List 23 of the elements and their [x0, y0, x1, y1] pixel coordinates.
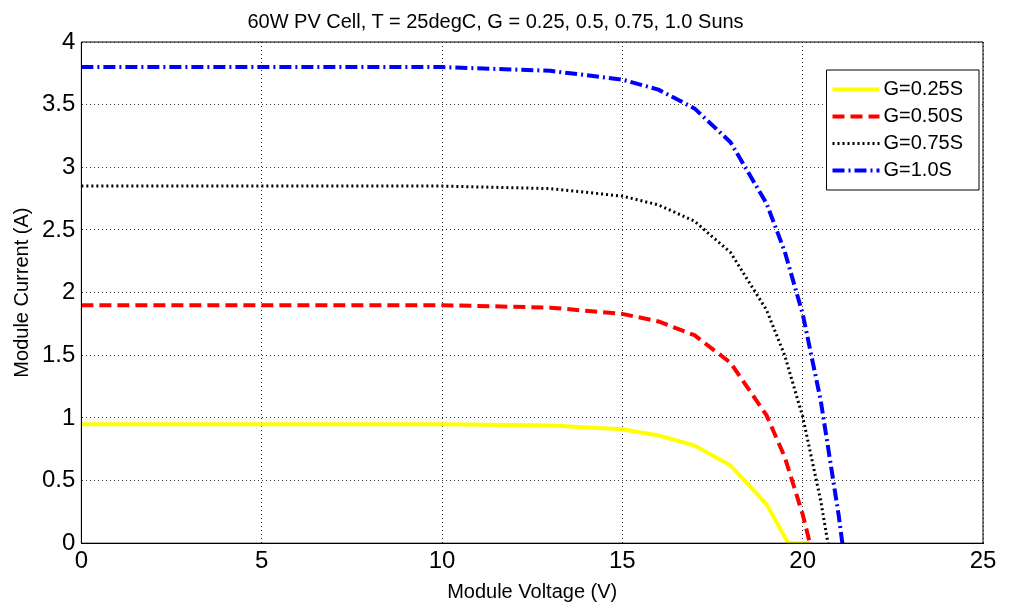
y-tick-label: 2: [62, 277, 76, 305]
x-tick-label: 20: [789, 546, 817, 574]
legend-label: G=0.75S: [883, 131, 964, 154]
x-tick-label: 25: [969, 546, 997, 574]
y-tick-label: 4: [62, 26, 76, 54]
x-axis-title: Module Voltage (V): [447, 579, 618, 602]
y-axis-title: Module Current (A): [9, 207, 32, 378]
y-tick-label: 1.5: [41, 339, 76, 367]
y-tick-label: 2.5: [41, 214, 76, 242]
legend-label: G=0.25S: [883, 77, 964, 100]
legend-label: G=1.0S: [883, 158, 952, 181]
y-tick-label: 3: [62, 151, 76, 179]
x-tick-label: 5: [255, 546, 269, 574]
x-tick-label: 10: [428, 546, 456, 574]
y-tick-label: 0.5: [41, 465, 76, 493]
y-tick-label: 3.5: [41, 89, 76, 117]
y-tick-label: 0: [62, 527, 76, 555]
y-tick-label: 1: [62, 402, 76, 430]
legend-label: G=0.50S: [883, 104, 964, 127]
line-series: [81, 65, 845, 544]
line-series: [81, 303, 812, 544]
chart-title: 60W PV Cell, T = 25degC, G = 0.25, 0.5, 0.75, 1.0 Suns: [247, 9, 744, 32]
x-tick-label: 15: [608, 546, 636, 574]
